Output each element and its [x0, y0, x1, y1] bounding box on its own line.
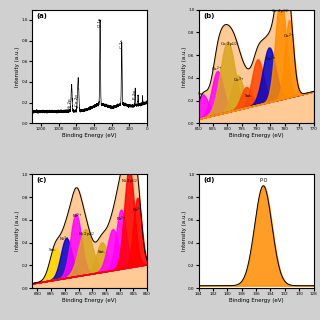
Text: P 2p: P 2p [133, 91, 137, 100]
Text: O 1s: O 1s [98, 18, 102, 27]
X-axis label: Binding Energy (eV): Binding Energy (eV) [229, 298, 284, 302]
Text: Co 2p$_{3/2}$: Co 2p$_{3/2}$ [271, 7, 290, 15]
Text: (c): (c) [36, 177, 47, 183]
Text: Ni$^{3+}$: Ni$^{3+}$ [60, 234, 70, 244]
Text: (a): (a) [36, 12, 47, 19]
X-axis label: Binding Energy (eV): Binding Energy (eV) [62, 133, 117, 138]
Text: Co$^{2+}$: Co$^{2+}$ [283, 32, 295, 41]
Text: Ni 2p$_{1/2}$: Ni 2p$_{1/2}$ [78, 230, 95, 238]
Y-axis label: Intensity (a.u.): Intensity (a.u.) [182, 211, 187, 252]
Text: Sat.: Sat. [197, 92, 205, 96]
Text: Co 2p$_{1/2}$: Co 2p$_{1/2}$ [220, 40, 238, 48]
Y-axis label: Intensity (a.u.): Intensity (a.u.) [15, 211, 20, 252]
Text: (b): (b) [203, 12, 215, 19]
X-axis label: Binding Energy (eV): Binding Energy (eV) [229, 133, 284, 138]
Text: Co 2p: Co 2p [75, 95, 79, 107]
Text: Co$^{3+}$: Co$^{3+}$ [233, 75, 245, 84]
Text: P-O: P-O [259, 179, 268, 183]
Text: Ni$^{2+}$: Ni$^{2+}$ [72, 212, 83, 221]
Text: Ni 2p: Ni 2p [68, 98, 72, 108]
Y-axis label: Intensity (a.u.): Intensity (a.u.) [182, 46, 187, 87]
Text: Co$^{2+}$: Co$^{2+}$ [265, 55, 276, 64]
Text: Ni$^{2+}$: Ni$^{2+}$ [132, 206, 143, 215]
Text: Ni$^{2+}$: Ni$^{2+}$ [116, 215, 126, 224]
Text: (d): (d) [203, 177, 215, 183]
Text: Sat.: Sat. [245, 94, 253, 98]
Text: Sat.: Sat. [98, 250, 106, 254]
Text: Co$^{2+}$: Co$^{2+}$ [212, 65, 223, 74]
Text: C 1s: C 1s [120, 39, 124, 48]
Text: Ni 2p$_{3/2}$: Ni 2p$_{3/2}$ [121, 177, 138, 185]
Y-axis label: Intensity (a.u.): Intensity (a.u.) [15, 46, 20, 87]
Text: Sat.: Sat. [49, 248, 57, 252]
X-axis label: Binding Energy (eV): Binding Energy (eV) [62, 298, 117, 302]
